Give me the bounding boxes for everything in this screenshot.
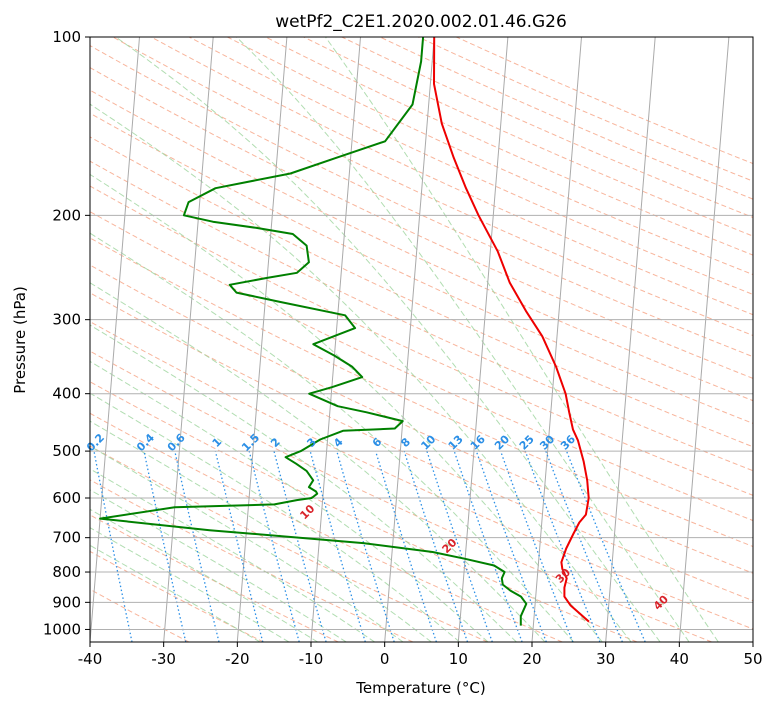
x-axis-title: Temperature (°C) xyxy=(355,679,485,697)
dry-adiabat-line xyxy=(90,264,753,574)
mixing-ratio-line xyxy=(309,450,366,642)
plot-background xyxy=(90,37,753,642)
moist-adiabat-line xyxy=(90,173,603,642)
y-tick-label: 700 xyxy=(52,529,81,547)
mixing-ratio-line xyxy=(453,450,523,642)
dry-adiabat-line xyxy=(90,136,753,448)
y-axis-title: Pressure (hPa) xyxy=(11,286,29,394)
dry-adiabat-line xyxy=(188,37,753,295)
moist-adiabat-line xyxy=(90,445,404,642)
dry-adiabat-line xyxy=(341,37,753,218)
mixing-ratio-line xyxy=(426,450,493,642)
y-tick-label: 1000 xyxy=(43,620,81,638)
y-tick-label: 800 xyxy=(52,563,81,581)
plot-frame xyxy=(89,36,754,643)
y-tick-label: 100 xyxy=(52,28,81,46)
dry-adiabat-line xyxy=(90,237,753,548)
dry-adiabat-line xyxy=(303,37,753,237)
isotherm-line xyxy=(605,37,656,642)
moist-adiabat-line xyxy=(90,508,318,642)
y-tick-label: 900 xyxy=(52,593,81,611)
dry-adiabat-line xyxy=(90,292,753,602)
y-tick-label: 200 xyxy=(52,206,81,224)
isotherm-line xyxy=(752,635,753,642)
x-tick-label: 40 xyxy=(670,650,689,668)
moist-adiabat-line xyxy=(90,103,632,642)
dry-adiabat-line xyxy=(90,185,753,496)
moist-adiabat-line xyxy=(324,37,719,642)
isotherm-line xyxy=(90,37,140,642)
x-tick-label: -30 xyxy=(151,650,176,668)
moist-adiabat-line xyxy=(236,37,690,642)
mixing-ratio-line xyxy=(248,450,300,642)
y-tick-label: 500 xyxy=(52,442,81,460)
chart-title: wetPf2_C2E1.2020.002.01.46.G26 xyxy=(275,12,567,32)
isotherm-line xyxy=(236,37,288,642)
isotherm-line xyxy=(310,37,361,642)
y-tick-label: 600 xyxy=(52,489,81,507)
dry-adiabat-line xyxy=(150,37,753,316)
isotherm-line xyxy=(163,37,214,642)
temperature-profile-line xyxy=(433,37,590,623)
mixing-ratio-line xyxy=(93,450,133,642)
isotherm-line xyxy=(531,37,582,642)
mixing-ratio-line xyxy=(174,450,220,642)
isotherm-line xyxy=(678,37,730,642)
mixing-ratio-line xyxy=(374,450,438,642)
x-tick-label: -20 xyxy=(225,650,250,668)
x-tick-label: 20 xyxy=(522,650,541,668)
x-tick-label: 30 xyxy=(596,650,615,668)
mixing-ratio-line xyxy=(403,450,469,642)
y-tick-label: 300 xyxy=(52,311,81,329)
dry-adiabat-line xyxy=(90,89,753,402)
dry-adiabat-line xyxy=(90,350,712,642)
moist-adiabat-line xyxy=(90,232,574,642)
moist-adiabat-line xyxy=(90,392,461,642)
isotherm-line xyxy=(457,37,509,642)
mixing-ratio-line xyxy=(143,450,187,642)
x-tick-label: 50 xyxy=(743,650,762,668)
x-tick-label: 10 xyxy=(449,650,468,668)
mixing-ratio-line xyxy=(336,450,395,642)
dry-adiabat-line xyxy=(90,160,753,472)
mixing-ratio-line xyxy=(214,450,264,642)
moist-adiabat-line xyxy=(90,360,489,642)
dry-adiabat-line xyxy=(90,67,753,379)
mixing-ratio-line xyxy=(273,450,327,642)
x-tick-label: -10 xyxy=(299,650,324,668)
isotherm-line xyxy=(384,37,435,642)
moist-adiabat-line xyxy=(90,420,432,642)
x-tick-label: 0 xyxy=(380,650,390,668)
x-tick-label: -40 xyxy=(78,650,103,668)
dry-adiabat-line xyxy=(90,45,753,358)
dry-adiabat-line xyxy=(90,321,753,630)
dry-adiabat-line xyxy=(379,37,753,200)
mixing-ratio-line xyxy=(565,450,646,642)
dewpoint-profile-line xyxy=(99,37,528,626)
moist-adiabat-line xyxy=(90,468,375,642)
y-tick-label: 400 xyxy=(52,385,81,403)
moist-adiabat-line xyxy=(90,324,517,642)
moist-adiabat-line xyxy=(90,527,290,642)
